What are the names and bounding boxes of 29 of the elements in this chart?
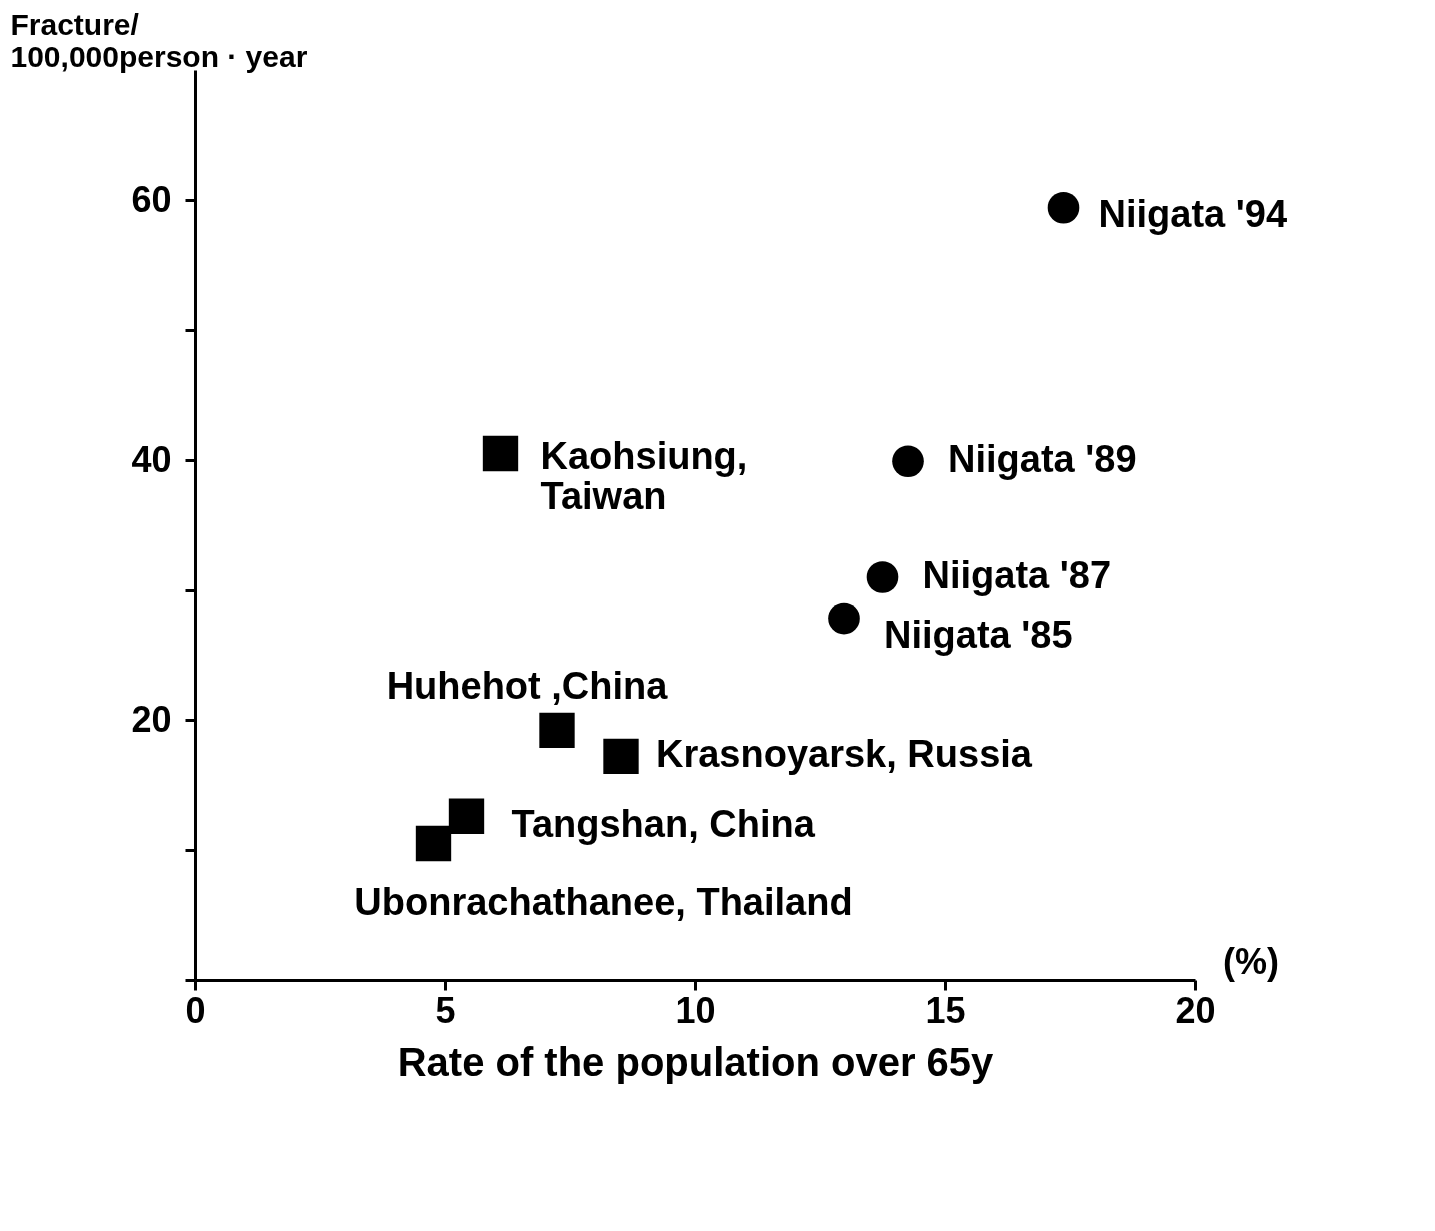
y-tick-label: 40 [131,438,172,480]
point [866,561,899,593]
point [448,798,485,834]
point [603,738,639,775]
y-axis-title: Fracture/ 100,000person · year [10,7,308,73]
x-tick-label: 10 [675,989,716,1031]
annotation: Ubonrachathanee, Thailand [354,880,853,923]
point [1047,192,1080,224]
x-axis-title: Rate of the population over 65y [397,1039,995,1084]
annotation: Kaohsiung, Taiwan [540,434,748,517]
y-tick-label: 60 [131,178,172,220]
annotation: Tangshan, China [511,803,816,846]
x-tick-label: 20 [1175,989,1216,1031]
point [892,445,924,478]
annotation: Niigata '87 [922,554,1112,596]
x-tick-label: 15 [925,989,966,1031]
annotation: Niigata '89 [948,438,1137,481]
x-tick-label: 0 [185,989,206,1031]
point [539,712,575,749]
annotation: Krasnoyarsk, Russia [656,733,1033,776]
annotation: Niigata '94 [1098,192,1288,235]
annotation: Huhehot ,China [386,665,669,708]
x-tick-label: 5 [435,989,456,1031]
annotation: Niigata '85 [884,613,1073,656]
point [415,825,452,862]
point [482,435,519,472]
point [828,602,860,635]
text: (%) [1223,941,1279,982]
y-tick-label: 20 [131,698,172,740]
